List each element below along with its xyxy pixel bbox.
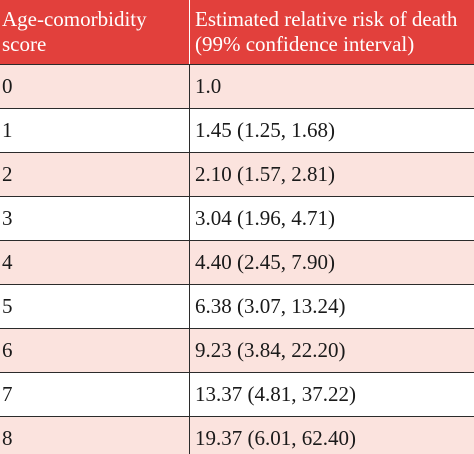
table-row: 2 2.10 (1.57, 2.81) bbox=[0, 152, 474, 197]
table-row: 6 9.23 (3.84, 22.20) bbox=[0, 328, 474, 373]
risk-cell: 19.37 (6.01, 62.40) bbox=[189, 416, 474, 454]
table-header-row: Age-comorbidity score Estimated relative… bbox=[0, 0, 474, 65]
header-estimated-relative-risk: Estimated relative risk of death (99% co… bbox=[189, 0, 474, 65]
risk-cell: 9.23 (3.84, 22.20) bbox=[189, 328, 474, 373]
score-cell: 1 bbox=[0, 108, 190, 153]
risk-cell: 6.38 (3.07, 13.24) bbox=[189, 284, 474, 329]
risk-cell: 2.10 (1.57, 2.81) bbox=[189, 152, 474, 197]
score-cell: 5 bbox=[0, 284, 190, 329]
score-cell: 7 bbox=[0, 372, 190, 417]
table-row: 4 4.40 (2.45, 7.90) bbox=[0, 240, 474, 285]
header-col2-line1: Estimated relative risk of death bbox=[195, 7, 458, 31]
risk-cell: 4.40 (2.45, 7.90) bbox=[189, 240, 474, 285]
table-row: 5 6.38 (3.07, 13.24) bbox=[0, 284, 474, 329]
risk-cell: 1.45 (1.25, 1.68) bbox=[189, 108, 474, 153]
risk-cell: 13.37 (4.81, 37.22) bbox=[189, 372, 474, 417]
score-cell: 3 bbox=[0, 196, 190, 241]
score-cell: 8 bbox=[0, 416, 190, 454]
score-cell: 6 bbox=[0, 328, 190, 373]
score-cell: 4 bbox=[0, 240, 190, 285]
table-row: 1 1.45 (1.25, 1.68) bbox=[0, 108, 474, 153]
table-row: 8 19.37 (6.01, 62.40) bbox=[0, 416, 474, 454]
score-cell: 0 bbox=[0, 64, 190, 109]
risk-cell: 1.0 bbox=[189, 64, 474, 109]
table-row: 3 3.04 (1.96, 4.71) bbox=[0, 196, 474, 241]
header-col2-line2: (99% confidence interval) bbox=[195, 32, 415, 56]
header-col1-line2: score bbox=[2, 32, 47, 56]
score-cell: 2 bbox=[0, 152, 190, 197]
table-row: 7 13.37 (4.81, 37.22) bbox=[0, 372, 474, 417]
table-row: 0 1.0 bbox=[0, 64, 474, 109]
header-col1-line1: Age-comorbidity bbox=[2, 7, 147, 31]
risk-cell: 3.04 (1.96, 4.71) bbox=[189, 196, 474, 241]
header-age-comorbidity-score: Age-comorbidity score bbox=[0, 0, 190, 65]
